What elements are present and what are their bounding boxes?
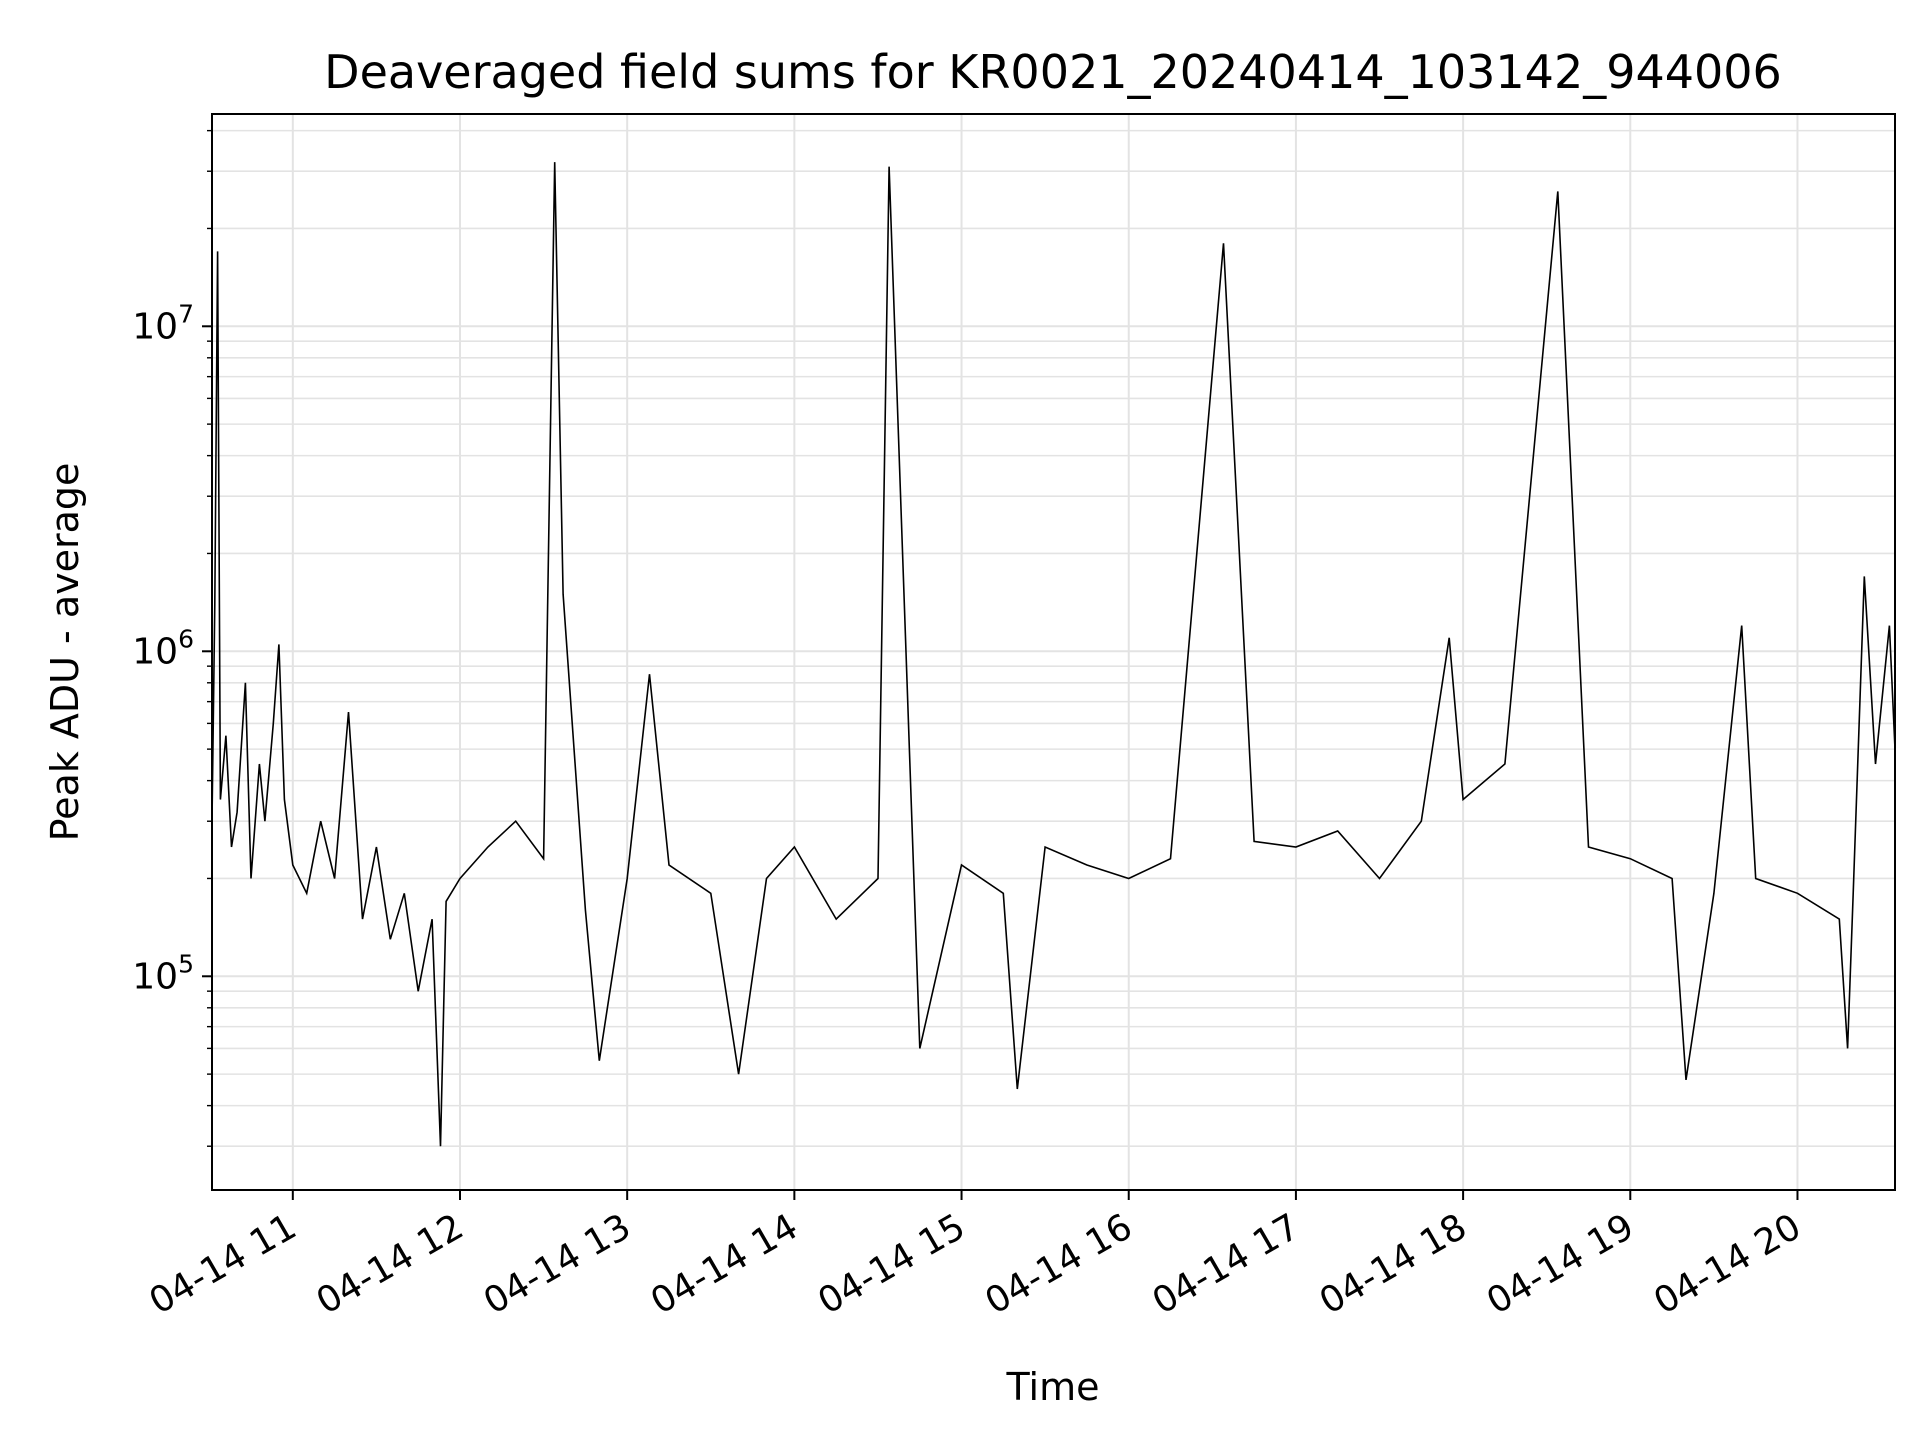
y-tick-label: 105 bbox=[132, 949, 194, 997]
y-tick-label: 106 bbox=[132, 624, 194, 672]
x-tick-label: 04-14 17 bbox=[1146, 1206, 1307, 1322]
x-axis-label: Time bbox=[1006, 1365, 1100, 1409]
x-axis: 04-14 11 04-14 12 04-14 13 04-14 14 04-14 15… bbox=[143, 1190, 1808, 1323]
x-tick-label: 04-14 14 bbox=[644, 1206, 805, 1322]
chart-title: Deaveraged field sums for KR0021_2024041… bbox=[324, 45, 1782, 99]
y-axis-label: Peak ADU - average bbox=[43, 463, 87, 842]
x-tick-label: 04-14 18 bbox=[1313, 1206, 1474, 1322]
x-tick-label: 04-14 12 bbox=[310, 1206, 471, 1322]
x-tick-label: 04-14 20 bbox=[1647, 1206, 1808, 1322]
x-tick-label: 04-14 19 bbox=[1480, 1206, 1641, 1322]
line-layer bbox=[211, 162, 1896, 1147]
series-line bbox=[211, 162, 1896, 1147]
y-tick-label: 107 bbox=[132, 299, 194, 347]
x-tick-label: 04-14 11 bbox=[143, 1206, 304, 1322]
x-tick-label: 04-14 15 bbox=[811, 1206, 972, 1322]
x-tick-label: 04-14 16 bbox=[979, 1206, 1140, 1322]
grid-layer bbox=[212, 114, 1895, 1190]
y-axis: 105 106 107 bbox=[132, 129, 212, 1147]
x-tick-label: 04-14 13 bbox=[477, 1206, 638, 1322]
